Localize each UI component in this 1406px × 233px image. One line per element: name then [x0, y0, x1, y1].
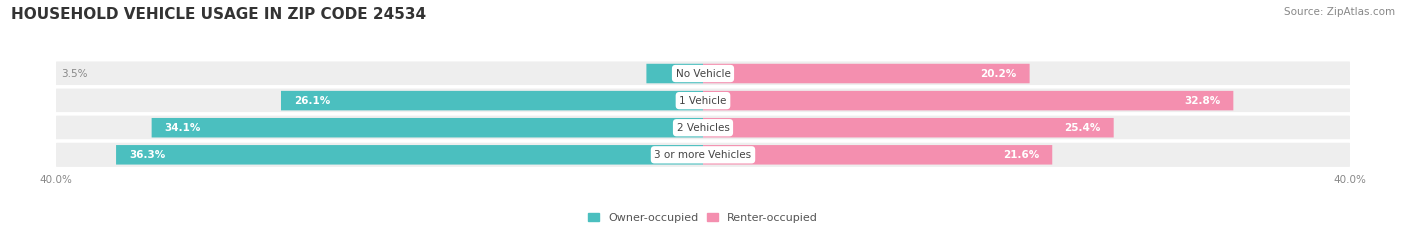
FancyBboxPatch shape [53, 141, 1353, 169]
FancyBboxPatch shape [117, 145, 703, 164]
FancyBboxPatch shape [53, 114, 1353, 141]
FancyBboxPatch shape [703, 64, 1029, 83]
FancyBboxPatch shape [703, 118, 1114, 137]
FancyBboxPatch shape [53, 60, 1353, 87]
Text: Source: ZipAtlas.com: Source: ZipAtlas.com [1284, 7, 1395, 17]
Text: No Vehicle: No Vehicle [675, 69, 731, 79]
Text: 26.1%: 26.1% [294, 96, 330, 106]
Text: 32.8%: 32.8% [1184, 96, 1220, 106]
Text: 3.5%: 3.5% [60, 69, 87, 79]
FancyBboxPatch shape [703, 145, 1052, 164]
FancyBboxPatch shape [703, 91, 1233, 110]
Legend: Owner-occupied, Renter-occupied: Owner-occupied, Renter-occupied [583, 209, 823, 227]
Text: 25.4%: 25.4% [1064, 123, 1101, 133]
FancyBboxPatch shape [281, 91, 703, 110]
Text: 20.2%: 20.2% [980, 69, 1017, 79]
Text: 34.1%: 34.1% [165, 123, 201, 133]
Text: 36.3%: 36.3% [129, 150, 166, 160]
Text: 3 or more Vehicles: 3 or more Vehicles [654, 150, 752, 160]
Text: HOUSEHOLD VEHICLE USAGE IN ZIP CODE 24534: HOUSEHOLD VEHICLE USAGE IN ZIP CODE 2453… [11, 7, 426, 22]
FancyBboxPatch shape [152, 118, 703, 137]
FancyBboxPatch shape [647, 64, 703, 83]
Text: 21.6%: 21.6% [1002, 150, 1039, 160]
Text: 2 Vehicles: 2 Vehicles [676, 123, 730, 133]
Text: 1 Vehicle: 1 Vehicle [679, 96, 727, 106]
FancyBboxPatch shape [53, 87, 1353, 114]
